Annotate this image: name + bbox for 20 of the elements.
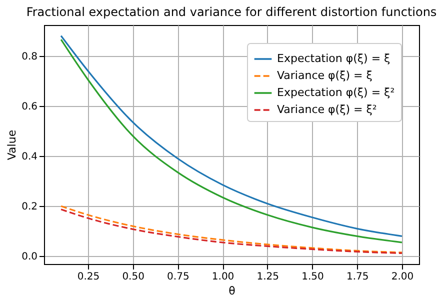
legend-label: Variance φ(ξ) = ξ² <box>277 103 377 116</box>
y-tick-label: 0.0 <box>22 252 38 263</box>
x-tick-label: 1.75 <box>346 272 369 282</box>
chart-title: Fractional expectation and variance for different distortion functions <box>26 5 437 19</box>
y-tick-label: 0.2 <box>22 202 38 213</box>
x-tick-label: 1.25 <box>256 272 280 282</box>
y-tick-label: 0.4 <box>22 152 38 163</box>
y-tick-label: 0.8 <box>22 51 38 62</box>
x-tick-label: 0.50 <box>122 272 144 282</box>
x-tick-label: 1.00 <box>212 272 234 282</box>
legend-label: Expectation φ(ξ) = ξ² <box>277 86 395 99</box>
x-tick-label: 2.00 <box>391 272 414 282</box>
x-tick-label: 1.50 <box>302 272 324 282</box>
y-tick-label: 0.6 <box>22 101 38 112</box>
x-tick-label: 0.25 <box>77 272 100 282</box>
legend-label: Variance φ(ξ) = ξ <box>277 69 372 82</box>
legend-label: Expectation φ(ξ) = ξ <box>277 52 390 65</box>
y-axis-title: Value <box>6 130 19 160</box>
x-axis-title: θ <box>228 284 236 298</box>
x-tick-label: 0.75 <box>167 272 190 282</box>
